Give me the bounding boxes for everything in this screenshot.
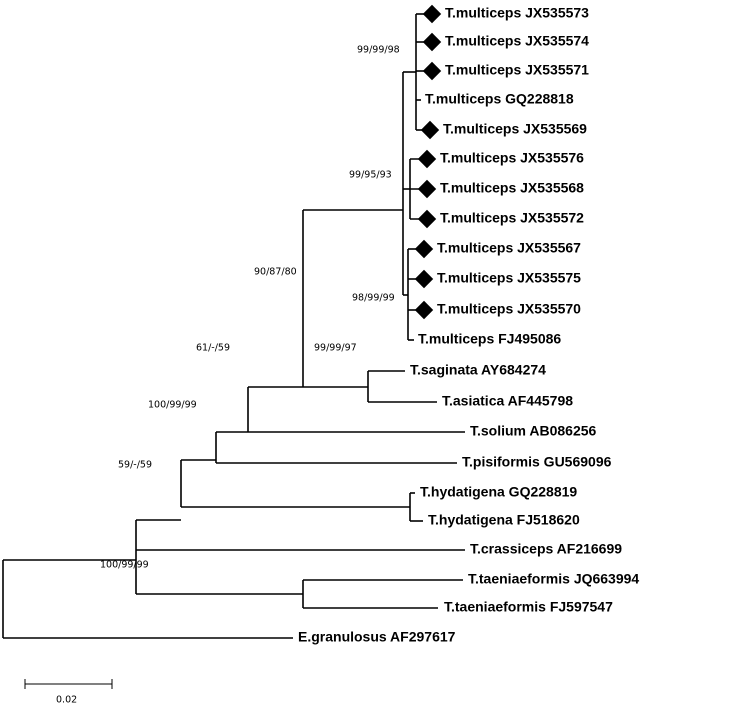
bootstrap-label: 99/99/98 (357, 45, 400, 56)
bootstrap-label: 99/99/97 (314, 343, 357, 354)
diamond-marker (417, 209, 437, 229)
leaf-label: T.multiceps FJ495086 (418, 331, 561, 347)
leaf-label: T.saginata AY684274 (410, 362, 546, 378)
bootstrap-label: 99/95/93 (349, 170, 392, 181)
bootstrap-label: 98/99/99 (352, 293, 395, 304)
leaf-label: T.multiceps JX535568 (440, 180, 584, 196)
leaf-label: T.multiceps JX535575 (437, 270, 581, 286)
leaf-label: T.hydatigena GQ228819 (420, 484, 577, 500)
leaf-label: T.multiceps JX535576 (440, 150, 584, 166)
diamond-marker (417, 179, 437, 199)
bootstrap-label: 100/99/99 (100, 560, 149, 571)
leaf-label: T.taeniaeformis JQ663994 (468, 571, 639, 587)
leaf-label: T.pisiformis GU569096 (462, 454, 612, 470)
leaf-label: T.multiceps JX535567 (437, 240, 581, 256)
diamond-marker (422, 61, 442, 81)
leaf-label: T.multiceps JX535572 (440, 210, 584, 226)
bootstrap-label: 100/99/99 (148, 400, 197, 411)
leaf-label: T.crassiceps AF216699 (470, 541, 622, 557)
leaf-label: T.multiceps JX535574 (445, 33, 589, 49)
leaf-label: T.solium AB086256 (470, 423, 597, 439)
diamond-marker (414, 239, 434, 259)
diamond-marker (417, 149, 437, 169)
leaf-label: T.taeniaeformis FJ597547 (444, 599, 613, 615)
leaf-label: T.multiceps JX535569 (443, 121, 587, 137)
leaf-label: T.multiceps JX535571 (445, 62, 589, 78)
diamond-marker (414, 300, 434, 320)
leaf-label: T.multiceps JX535573 (445, 5, 589, 21)
leaf-label: E.granulosus AF297617 (298, 629, 456, 645)
diamond-marker (414, 269, 434, 289)
scale-label: 0.02 (56, 695, 77, 705)
leaf-label: T.asiatica AF445798 (442, 393, 573, 409)
bootstrap-label: 59/-/59 (118, 460, 152, 471)
diamond-marker (420, 120, 440, 140)
leaf-label: T.multiceps JX535570 (437, 301, 581, 317)
bootstrap-label: 90/87/80 (254, 267, 297, 278)
bootstrap-label: 61/-/59 (196, 343, 230, 354)
leaf-label: T.hydatigena FJ518620 (428, 512, 580, 528)
diamond-marker (422, 4, 442, 24)
diamond-marker (422, 32, 442, 52)
leaf-label: T.multiceps GQ228818 (425, 91, 574, 107)
